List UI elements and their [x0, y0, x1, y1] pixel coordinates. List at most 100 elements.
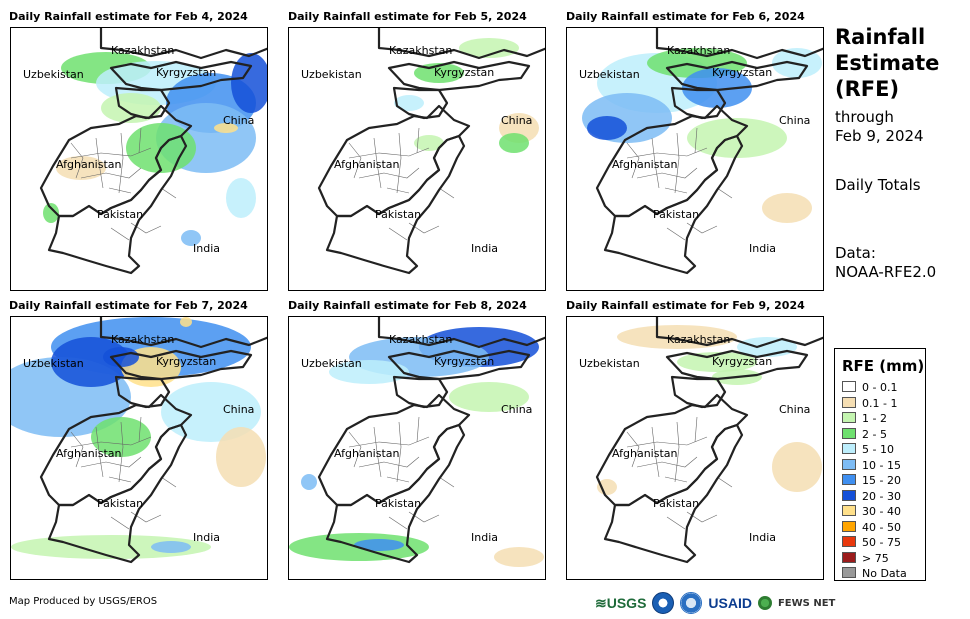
province-border	[108, 476, 132, 483]
fews-logo-icon	[757, 596, 772, 610]
kyrgyzstan-border	[109, 60, 253, 92]
legend-label: 40 - 50	[862, 520, 901, 534]
legend-swatch	[842, 443, 856, 454]
legend-label: 2 - 5	[862, 427, 887, 441]
side-title-line1: Rainfall	[835, 25, 926, 49]
province-border	[348, 147, 430, 159]
province-border	[716, 476, 733, 488]
country-label-india: India	[749, 531, 776, 544]
rainfall-area	[161, 382, 261, 442]
province-border	[110, 516, 130, 530]
side-through: through	[835, 108, 894, 126]
rainfall-area	[216, 427, 266, 487]
country-label-pakistan: Pakistan	[97, 208, 143, 221]
legend-swatch	[842, 427, 856, 439]
side-data-source: NOAA-RFE2.0	[835, 263, 937, 281]
side-title-line3: (RFE)	[835, 77, 900, 101]
rainfall-area	[617, 325, 737, 349]
map-svg: Kazakhstan Uzbekistan Kyrgyzstan China Afgha…	[579, 28, 823, 275]
rainfall-area	[762, 193, 812, 223]
country-label-uzbekistan: Uzbekistan	[23, 68, 84, 81]
legend-label: 5 - 10	[862, 443, 894, 456]
legend-swatch	[842, 536, 856, 547]
legend-swatch	[842, 412, 856, 423]
map-panel-feb8: Kazakhstan Uzbekistan Kyrgyzstan China Afgha…	[288, 316, 546, 580]
tajikistan-border	[392, 375, 449, 409]
legend-item: 0 - 0.1	[842, 381, 897, 395]
country-label-kazakhstan: Kazakhstan	[667, 44, 730, 57]
legend-label: 0 - 0.1	[862, 381, 898, 394]
rainfall-area	[91, 417, 151, 457]
province-border	[666, 516, 686, 530]
province-border	[626, 436, 708, 448]
country-label-kazakhstan: Kazakhstan	[111, 333, 174, 346]
map-panel-feb9: Kazakhstan Uzbekistan Kyrgyzstan China Afgha…	[566, 316, 824, 580]
country-label-india: India	[193, 531, 220, 544]
tajikistan-border	[670, 86, 727, 120]
side-title: Rainfall Estimate (RFE)	[835, 24, 939, 102]
logos: ≋USGS USAID FEWS NET	[595, 590, 835, 616]
side-date: Feb 9, 2024	[835, 127, 924, 145]
legend-item: 5 - 10	[842, 443, 894, 457]
province-border	[138, 127, 142, 154]
country-label-afghanistan: Afghanistan	[56, 447, 122, 460]
country-label-kyrgyzstan: Kyrgyzstan	[712, 355, 772, 368]
rainfall-area	[394, 95, 424, 111]
rainfall-area	[301, 474, 317, 490]
pakistan-border	[47, 423, 188, 564]
province-border	[694, 127, 698, 154]
province-border	[70, 147, 152, 159]
kyrgyzstan-border	[387, 349, 531, 381]
rainfall-area	[494, 547, 544, 567]
rainfall-area	[677, 352, 757, 372]
panel-title-feb9: Daily Rainfall estimate for Feb 9, 2024	[566, 299, 805, 312]
kazakhstan-border	[99, 28, 267, 60]
province-border	[80, 456, 142, 468]
province-border	[348, 436, 430, 448]
country-label-kyrgyzstan: Kyrgyzstan	[156, 355, 216, 368]
province-border	[95, 137, 104, 189]
legend-swatch	[842, 474, 856, 485]
rainfall-area	[499, 133, 529, 153]
legend-swatch	[842, 567, 856, 578]
map-svg: Kazakhstan Uzbekistan Kyrgyzstan China Afgha…	[579, 317, 823, 564]
province-border	[674, 421, 680, 483]
fews-net-logo: FEWS NET	[777, 597, 836, 609]
tajikistan-border	[114, 375, 171, 409]
province-border	[694, 416, 698, 443]
province-border	[108, 187, 132, 194]
country-label-uzbekistan: Uzbekistan	[301, 357, 362, 370]
legend-item: 20 - 30	[842, 489, 901, 504]
kazakhstan-border	[99, 317, 267, 349]
province-border	[386, 187, 410, 194]
province-border	[438, 476, 455, 488]
panel-title-feb8: Daily Rainfall estimate for Feb 8, 2024	[288, 299, 527, 312]
pakistan-border	[603, 423, 744, 564]
pakistan-border	[325, 134, 466, 275]
legend-item: 0.1 - 1	[842, 396, 898, 411]
rainfall-area	[180, 317, 192, 327]
kyrgyzstan-border	[387, 60, 531, 92]
legend-item: 15 - 20	[842, 474, 901, 488]
province-border	[95, 426, 104, 478]
province-border	[416, 127, 420, 154]
legend-item: 50 - 75	[842, 536, 901, 550]
legend-item: 10 - 15	[842, 458, 901, 473]
province-border	[70, 431, 84, 468]
country-label-kyrgyzstan: Kyrgyzstan	[156, 66, 216, 79]
province-border	[626, 431, 640, 468]
legend-item: 40 - 50	[842, 520, 901, 535]
kazakhstan-border	[655, 28, 823, 60]
province-border	[110, 227, 130, 241]
province-border	[664, 187, 688, 194]
country-label-pakistan: Pakistan	[653, 497, 699, 510]
pakistan-border	[47, 134, 188, 275]
province-border	[80, 167, 142, 179]
rainfall-area	[459, 38, 519, 58]
map-svg: Kazakhstan Uzbekistan Kyrgyzstan China Afgha…	[301, 28, 545, 275]
tajikistan-border	[114, 86, 171, 120]
country-label-china: China	[223, 403, 254, 416]
rainfall-area	[151, 541, 191, 553]
legend-label: 0.1 - 1	[862, 396, 898, 410]
country-label-pakistan: Pakistan	[375, 208, 421, 221]
